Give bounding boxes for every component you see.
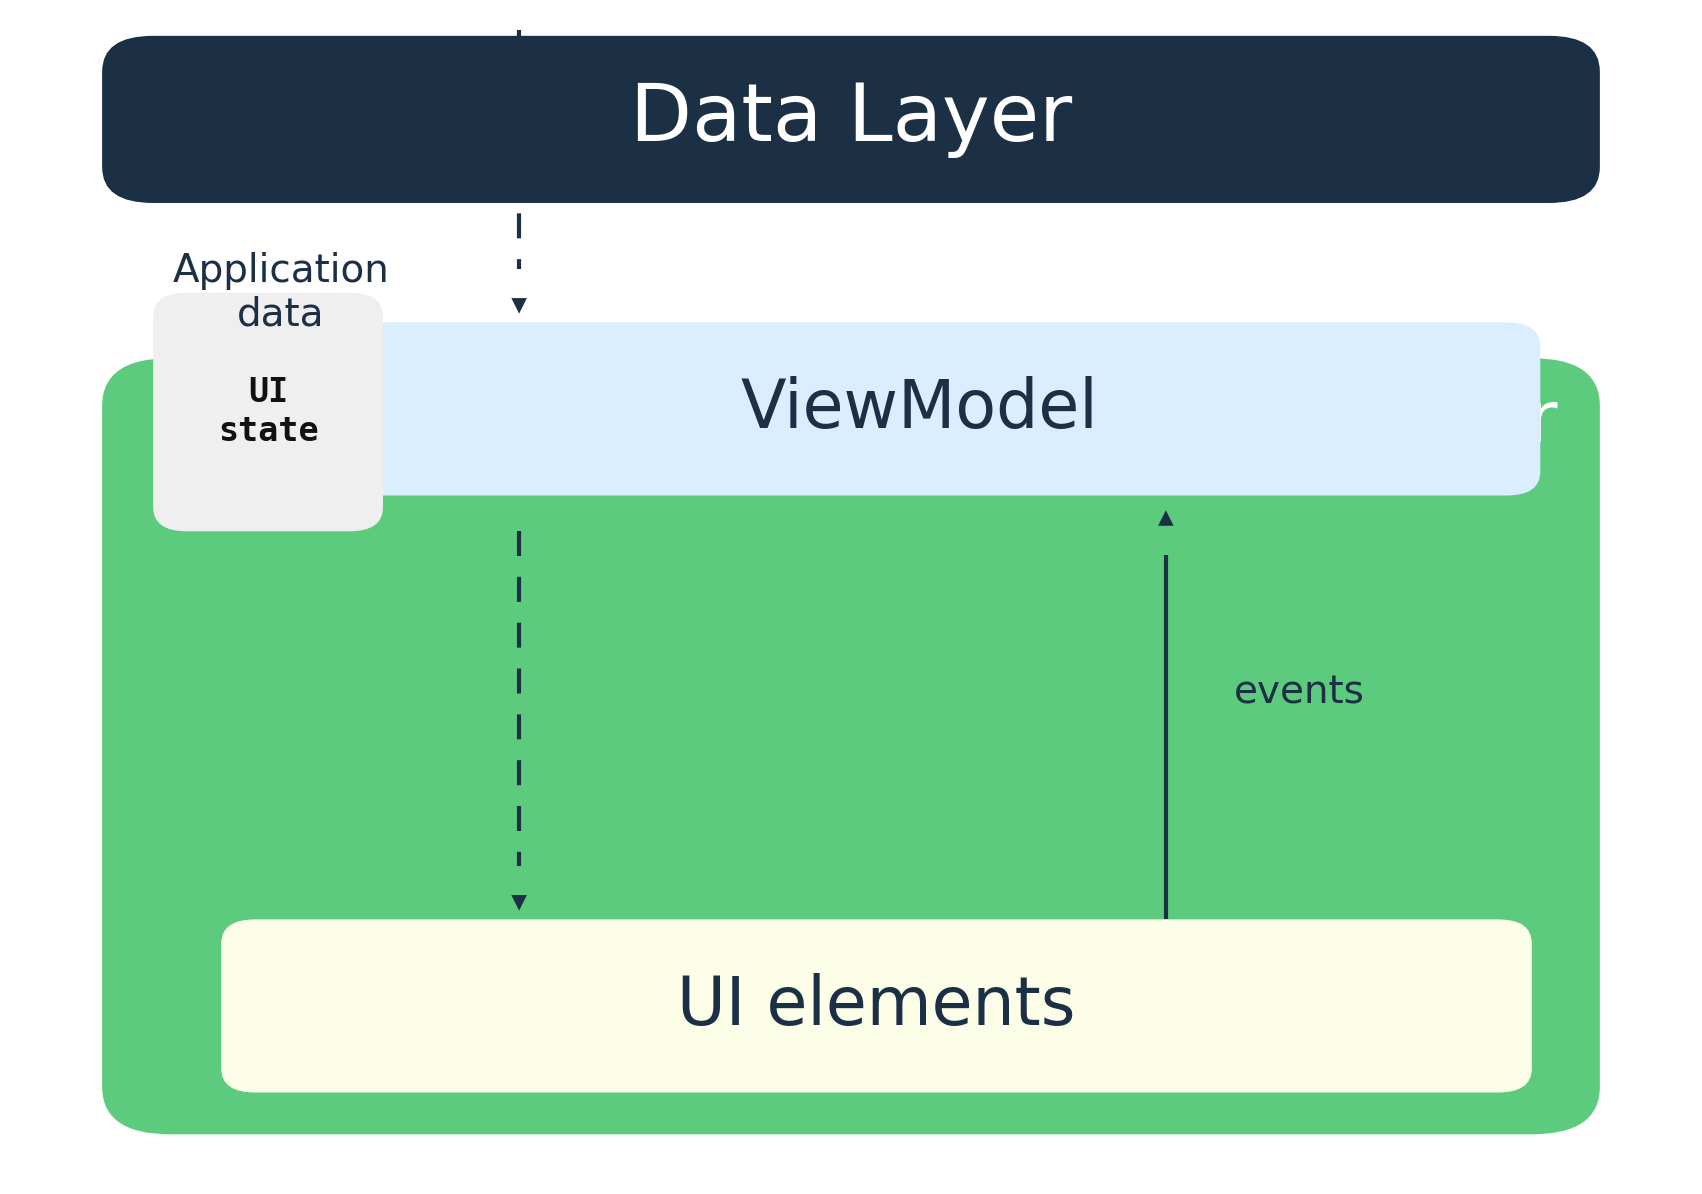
FancyBboxPatch shape — [102, 36, 1600, 203]
Text: UI elements: UI elements — [677, 973, 1076, 1039]
FancyBboxPatch shape — [102, 358, 1600, 1134]
Text: UI
state: UI state — [218, 376, 318, 448]
FancyBboxPatch shape — [298, 322, 1540, 496]
Text: ViewModel: ViewModel — [740, 376, 1098, 442]
Text: UI Layer: UI Layer — [1259, 388, 1557, 457]
FancyBboxPatch shape — [153, 293, 383, 531]
Text: Data Layer: Data Layer — [630, 80, 1072, 159]
FancyBboxPatch shape — [221, 919, 1532, 1093]
Text: events: events — [1234, 673, 1365, 712]
Text: Application
data: Application data — [172, 252, 390, 333]
